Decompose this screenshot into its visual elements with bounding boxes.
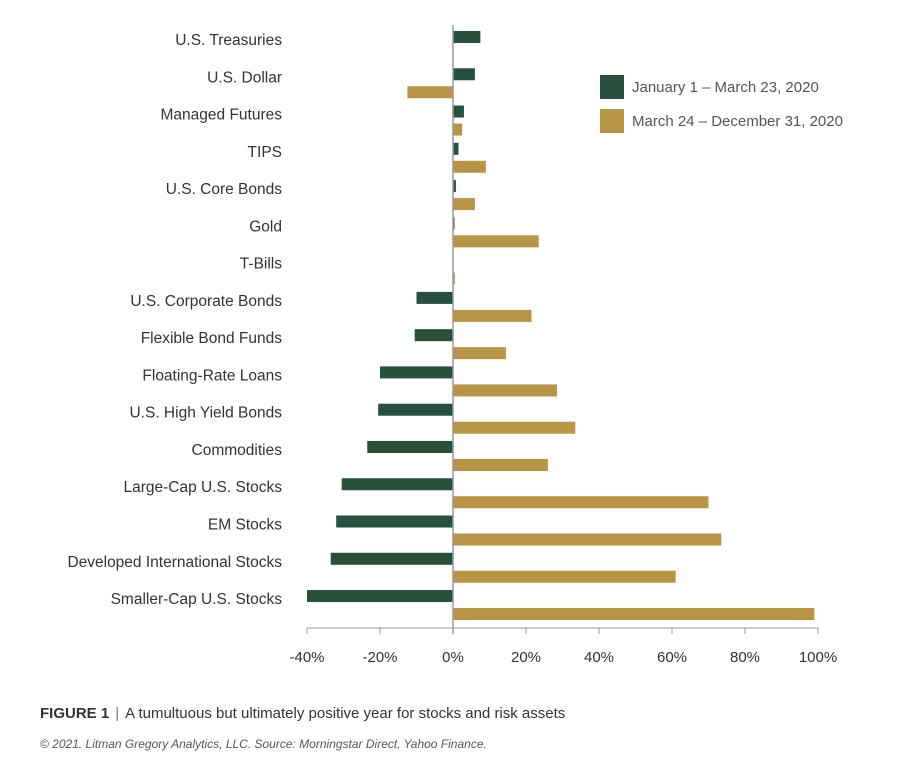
tick-labels: -40% -20% 0% 20% 40% 60% 80% 100%	[289, 649, 837, 666]
category-label: Smaller-Cap U.S. Stocks	[111, 591, 283, 608]
bar-series-2	[453, 123, 463, 136]
x-tick-label: 60%	[657, 649, 687, 666]
category-label: Large-Cap U.S. Stocks	[123, 479, 282, 496]
bar-series-1	[453, 180, 456, 193]
bar-series-2	[453, 608, 815, 621]
axis-layer	[306, 627, 819, 634]
category-labels: U.S. Treasuries U.S. Dollar Managed Future…	[67, 32, 282, 608]
bar-series-2	[453, 384, 558, 397]
legend-swatch-series-2	[600, 109, 624, 133]
x-tick-label: 20%	[511, 649, 541, 666]
bar-series-2	[453, 347, 506, 360]
bar-series-2	[453, 198, 475, 211]
bar-series-2	[453, 235, 539, 248]
bar-series-1	[336, 515, 453, 528]
x-tick-label: 80%	[730, 649, 760, 666]
bar-series-1	[330, 552, 453, 565]
bar-series-2	[453, 160, 486, 173]
category-label: U.S. Core Bonds	[166, 181, 283, 198]
category-label: U.S. Corporate Bonds	[130, 293, 282, 310]
figure-label: FIGURE 1	[40, 705, 110, 722]
category-label: Managed Futures	[161, 107, 283, 124]
bars-layer	[307, 25, 815, 634]
bar-series-2	[407, 86, 453, 99]
bar-series-2	[453, 533, 722, 546]
category-label: U.S. High Yield Bonds	[129, 405, 282, 422]
category-label: Developed International Stocks	[67, 554, 282, 571]
bar-series-1	[453, 31, 481, 43]
legend-label-series-2: March 24 – December 31, 2020	[632, 113, 843, 130]
legend-swatch-series-1	[600, 75, 624, 99]
bar-series-2	[453, 458, 548, 471]
bar-series-1	[380, 366, 453, 379]
bar-chart: U.S. Treasuries U.S. Dollar Managed Future…	[67, 25, 843, 666]
bar-series-1	[341, 478, 453, 491]
legend-label-series-1: January 1 – March 23, 2020	[632, 79, 819, 96]
bar-series-2	[453, 272, 455, 285]
x-tick-label: 40%	[584, 649, 614, 666]
x-tick-label: 0%	[442, 649, 464, 666]
bar-series-2	[453, 309, 532, 322]
bar-series-1	[453, 68, 475, 81]
bar-series-2	[453, 496, 709, 509]
caption-separator: |	[115, 705, 120, 722]
category-label: T-Bills	[240, 256, 282, 273]
legend: January 1 – March 23, 2020 March 24 – De…	[600, 75, 843, 133]
x-tick-label: -20%	[362, 649, 397, 666]
bar-series-1	[453, 142, 459, 155]
x-tick-label: 100%	[799, 649, 837, 666]
bar-series-1	[378, 403, 453, 416]
category-label: U.S. Treasuries	[175, 32, 282, 49]
caption-text: A tumultuous but ultimately positive yea…	[125, 705, 566, 722]
category-label: Flexible Bond Funds	[141, 330, 283, 347]
category-label: U.S. Dollar	[207, 69, 282, 86]
category-label: EM Stocks	[208, 517, 282, 534]
category-label: Commodities	[192, 442, 283, 459]
bar-series-1	[367, 440, 453, 453]
source-note: © 2021. Litman Gregory Analytics, LLC. S…	[40, 737, 487, 751]
bar-series-1	[414, 329, 453, 342]
category-label: Gold	[249, 218, 282, 235]
category-label: TIPS	[248, 144, 282, 161]
bar-series-1	[453, 105, 464, 118]
figure-caption: FIGURE 1 | A tumultuous but ultimately pos…	[40, 705, 565, 722]
category-label: Floating-Rate Loans	[142, 367, 282, 384]
bar-series-1	[307, 590, 453, 603]
bar-series-1	[416, 291, 453, 304]
x-tick-label: -40%	[289, 649, 324, 666]
bar-series-2	[453, 570, 676, 583]
bar-series-2	[453, 421, 576, 434]
